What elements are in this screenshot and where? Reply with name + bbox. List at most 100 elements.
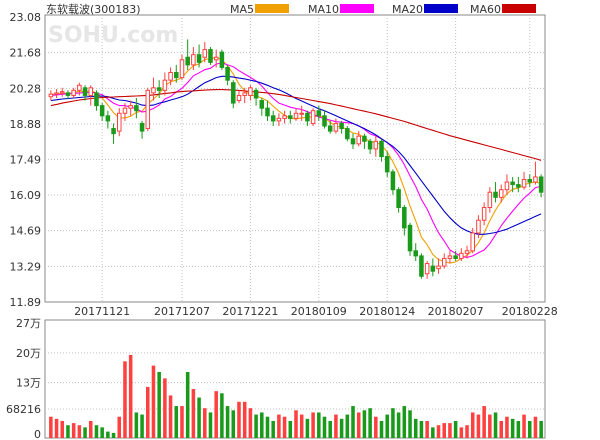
volume-bar-up xyxy=(237,401,241,438)
price-tick-label: 16.09 xyxy=(10,189,42,202)
volume-tick-label: 68216 xyxy=(6,403,41,416)
legend-label-ma10: MA10 xyxy=(308,3,339,16)
volume-bar-up xyxy=(505,416,509,438)
volume-bar-up xyxy=(482,406,486,438)
candle-up xyxy=(276,117,282,122)
candle-down xyxy=(270,115,276,122)
volume-bar-up xyxy=(374,416,378,438)
volume-bar-up xyxy=(60,420,65,438)
candle-down xyxy=(390,171,396,191)
candle-down xyxy=(208,49,213,63)
price-axis: 23.08 21.68 20.28 18.88 17.49 16.09 14.69 13.29… xyxy=(10,11,42,309)
volume-bar-down xyxy=(419,420,424,438)
candle-down xyxy=(82,87,88,96)
candle-up xyxy=(310,110,316,124)
candle-up xyxy=(88,87,94,96)
candle-down xyxy=(538,176,544,193)
watermark: SOHU.com xyxy=(48,23,178,48)
candle-up xyxy=(424,263,430,275)
candle-up xyxy=(470,232,476,252)
candle-up xyxy=(487,191,493,209)
volume-bar-down xyxy=(322,416,327,438)
date-tick-label: 20171221 xyxy=(222,305,278,318)
price-tick-label: 17.49 xyxy=(10,153,42,166)
candle-up xyxy=(151,87,156,94)
candle-down xyxy=(339,122,344,130)
candle-up xyxy=(48,93,54,98)
candle-down xyxy=(379,140,384,158)
candle-up xyxy=(521,178,527,188)
candle-up xyxy=(498,189,504,198)
candle-down xyxy=(156,87,162,91)
volume-bar-down xyxy=(220,393,224,438)
volume-bar-down xyxy=(402,406,407,438)
candle-down xyxy=(139,122,145,132)
legend-swatch-ma20 xyxy=(424,4,458,13)
volume-bar-down xyxy=(305,418,310,438)
volume-bar-down xyxy=(351,406,355,438)
candle-up xyxy=(476,219,481,234)
candle-down xyxy=(253,89,259,99)
price-tick-label: 13.29 xyxy=(10,260,42,273)
candle-down xyxy=(453,255,458,259)
candle-up xyxy=(213,56,219,61)
volume-bar-up xyxy=(436,425,441,438)
candle-up xyxy=(202,49,208,58)
volume-bar-up xyxy=(123,361,127,438)
candle-up xyxy=(168,72,173,81)
volume-bar-up xyxy=(168,395,173,438)
volume-bar-down xyxy=(396,412,401,438)
legend-swatch-ma60 xyxy=(502,4,536,13)
candle-down xyxy=(265,107,270,117)
volume-bars xyxy=(49,354,543,438)
volume-bar-down xyxy=(225,406,230,438)
candle-down xyxy=(219,51,225,68)
date-tick-label: 20171121 xyxy=(74,305,130,318)
candle-down xyxy=(419,255,424,277)
volume-bar-up xyxy=(499,420,504,438)
price-tick-label: 11.89 xyxy=(10,296,42,309)
volume-bar-down xyxy=(516,420,521,438)
candle-up xyxy=(436,265,441,270)
candle-down xyxy=(350,138,356,145)
price-tick-label: 14.69 xyxy=(10,225,42,238)
volume-bar-up xyxy=(242,401,247,438)
candle-down xyxy=(327,125,333,132)
date-tick-label: 20180124 xyxy=(359,305,415,318)
price-tick-label: 18.88 xyxy=(10,118,42,131)
volume-bar-up xyxy=(311,412,315,438)
price-tick-label: 21.68 xyxy=(10,47,42,60)
volume-bar-down xyxy=(493,412,498,438)
volume-bar-up xyxy=(88,420,93,438)
candle-up xyxy=(242,92,247,96)
price-tick-label: 23.08 xyxy=(10,11,42,24)
candle-down xyxy=(94,92,99,107)
volume-bar-down xyxy=(345,414,350,438)
volume-bar-up xyxy=(476,414,481,438)
ma-line-ma20 xyxy=(50,75,542,235)
volume-bar-down xyxy=(111,432,116,438)
volume-bar-up xyxy=(146,386,150,438)
candle-down xyxy=(305,112,310,122)
candle-down xyxy=(345,128,350,140)
candle-up xyxy=(179,59,185,79)
date-tick-label: 20171207 xyxy=(154,305,210,318)
candle-up xyxy=(459,252,464,259)
volume-bar-up xyxy=(191,389,196,438)
candle-up xyxy=(77,84,82,91)
volume-bar-down xyxy=(385,414,389,438)
candle-up xyxy=(441,257,447,267)
candle-down xyxy=(288,115,293,119)
volume-bar-down xyxy=(134,412,139,438)
candle-up xyxy=(71,89,76,96)
volume-bar-up xyxy=(54,418,59,438)
candle-down xyxy=(413,250,418,257)
volume-bar-up xyxy=(117,416,122,438)
candle-up xyxy=(481,207,487,221)
candle-up xyxy=(248,87,253,96)
candle-down xyxy=(111,128,116,135)
volume-bar-down xyxy=(368,408,372,438)
candle-up xyxy=(504,181,510,191)
volume-bar-up xyxy=(334,414,338,438)
